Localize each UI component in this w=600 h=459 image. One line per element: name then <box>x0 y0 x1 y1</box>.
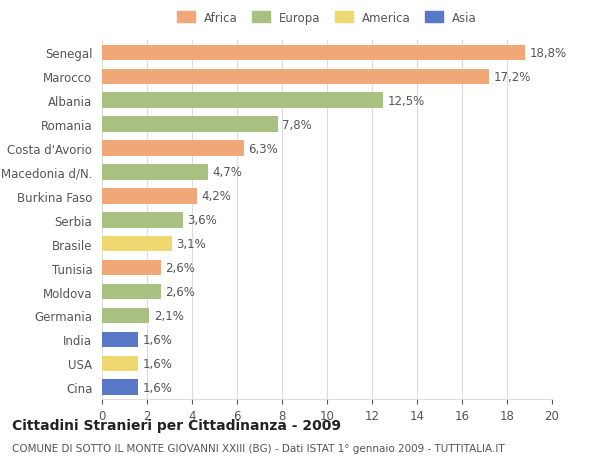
Bar <box>102 332 138 347</box>
Text: 17,2%: 17,2% <box>493 71 531 84</box>
Text: COMUNE DI SOTTO IL MONTE GIOVANNI XXIII (BG) - Dati ISTAT 1° gennaio 2009 - TUTT: COMUNE DI SOTTO IL MONTE GIOVANNI XXIII … <box>12 443 505 453</box>
Text: 1,6%: 1,6% <box>143 357 172 370</box>
Text: 3,1%: 3,1% <box>176 238 206 251</box>
Bar <box>102 284 161 300</box>
Legend: Africa, Europa, America, Asia: Africa, Europa, America, Asia <box>173 8 481 28</box>
Text: 1,6%: 1,6% <box>143 381 172 394</box>
Text: 2,6%: 2,6% <box>165 285 195 298</box>
Text: 2,6%: 2,6% <box>165 262 195 274</box>
Text: 3,6%: 3,6% <box>187 214 217 227</box>
Bar <box>102 93 383 109</box>
Text: 2,1%: 2,1% <box>154 309 184 322</box>
Text: 12,5%: 12,5% <box>388 95 425 107</box>
Bar <box>102 69 489 85</box>
Text: 7,8%: 7,8% <box>282 118 312 131</box>
Bar <box>102 308 149 324</box>
Bar <box>102 236 172 252</box>
Bar <box>102 165 208 180</box>
Bar <box>102 380 138 395</box>
Text: 18,8%: 18,8% <box>530 47 566 60</box>
Text: 4,7%: 4,7% <box>212 166 242 179</box>
Text: Cittadini Stranieri per Cittadinanza - 2009: Cittadini Stranieri per Cittadinanza - 2… <box>12 418 341 431</box>
Bar <box>102 356 138 371</box>
Bar <box>102 189 197 204</box>
Text: 6,3%: 6,3% <box>248 142 278 155</box>
Bar <box>102 213 183 228</box>
Bar <box>102 141 244 157</box>
Bar <box>102 117 277 133</box>
Bar <box>102 260 161 276</box>
Bar <box>102 45 525 61</box>
Text: 4,2%: 4,2% <box>201 190 231 203</box>
Text: 1,6%: 1,6% <box>143 333 172 346</box>
